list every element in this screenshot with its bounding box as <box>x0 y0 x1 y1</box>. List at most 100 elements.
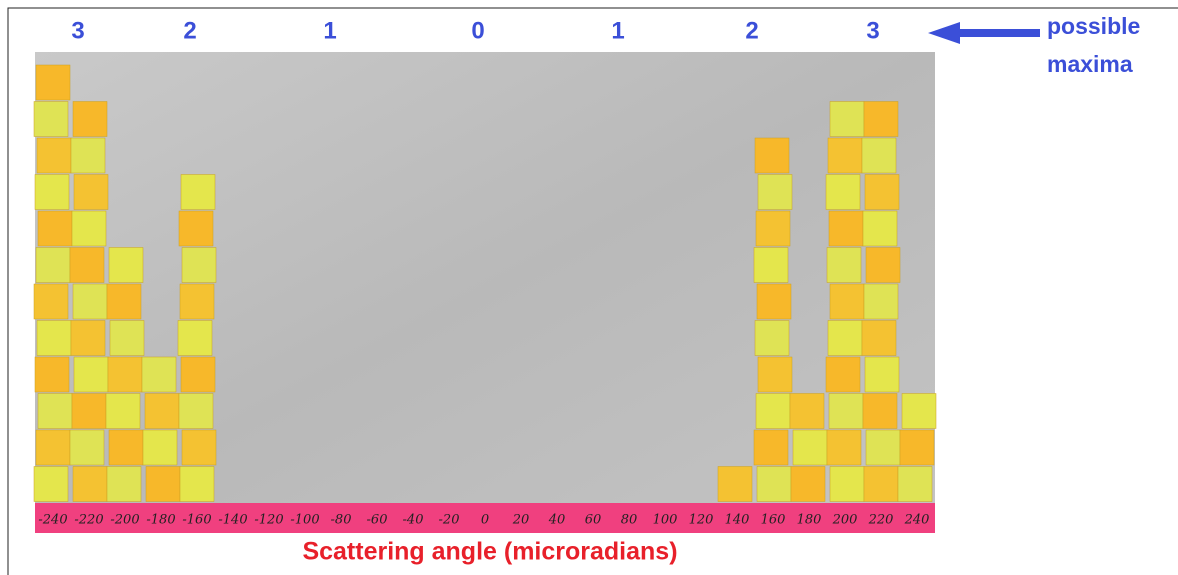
sticky-note <box>110 321 144 356</box>
sticky-note <box>898 467 932 502</box>
maxima-label: 2 <box>183 17 196 44</box>
sticky-note <box>38 394 72 429</box>
angle-label: 180 <box>797 513 822 528</box>
angle-label: -40 <box>403 513 424 528</box>
angle-label: 160 <box>761 513 786 528</box>
sticky-note <box>71 321 105 356</box>
angle-label: -200 <box>110 513 139 528</box>
sticky-note <box>73 467 107 502</box>
sticky-note <box>179 211 213 246</box>
arrow-head <box>928 22 960 44</box>
sticky-note <box>182 430 216 465</box>
sticky-note <box>827 430 861 465</box>
angle-label: -80 <box>331 513 352 528</box>
maxima-label: 2 <box>745 17 758 44</box>
angle-label: 40 <box>548 513 566 528</box>
sticky-note <box>34 284 68 319</box>
sticky-note <box>829 211 863 246</box>
sticky-note <box>74 357 108 392</box>
sticky-note <box>36 248 70 283</box>
sticky-note <box>146 467 180 502</box>
sticky-note <box>791 467 825 502</box>
sticky-note <box>902 394 936 429</box>
angle-label: 140 <box>725 513 750 528</box>
sticky-note <box>74 175 108 210</box>
angle-label: -180 <box>146 513 175 528</box>
angle-label: 60 <box>585 513 602 528</box>
caption: Scattering angle (microradians) <box>302 538 677 566</box>
angle-label: 200 <box>832 513 858 528</box>
angle-label: 220 <box>868 513 894 528</box>
sticky-note <box>863 394 897 429</box>
angle-label: -60 <box>367 513 388 528</box>
sticky-note <box>73 284 107 319</box>
sticky-note <box>35 175 69 210</box>
sticky-note <box>106 394 140 429</box>
angle-label: 100 <box>653 513 678 528</box>
sticky-note <box>70 430 104 465</box>
sticky-note <box>107 467 141 502</box>
maxima-label: 1 <box>611 17 624 44</box>
sticky-note <box>180 467 214 502</box>
sticky-note <box>178 321 212 356</box>
sticky-note <box>758 357 792 392</box>
sticky-note <box>109 248 143 283</box>
sticky-note <box>70 248 104 283</box>
annotation-line: possible <box>1047 13 1140 39</box>
maxima-label: 0 <box>471 17 484 44</box>
sticky-note <box>826 357 860 392</box>
angle-label: -160 <box>182 513 211 528</box>
sticky-note <box>864 284 898 319</box>
sticky-note <box>756 211 790 246</box>
sticky-note <box>755 321 789 356</box>
sticky-note <box>827 248 861 283</box>
angle-label: -120 <box>254 513 283 528</box>
sticky-note <box>900 430 934 465</box>
sticky-note <box>829 394 863 429</box>
sticky-note <box>181 357 215 392</box>
sticky-note <box>754 248 788 283</box>
sticky-note <box>34 467 68 502</box>
sticky-note <box>38 211 72 246</box>
sticky-note <box>108 357 142 392</box>
sticky-note <box>793 430 827 465</box>
sticky-note <box>180 284 214 319</box>
sticky-note <box>34 102 68 137</box>
scene: 3210123-240-220-200-180-160-140-120-100-… <box>0 0 1178 575</box>
sticky-note <box>830 284 864 319</box>
sticky-note <box>864 102 898 137</box>
maxima-label: 3 <box>71 17 84 44</box>
sticky-note <box>756 394 790 429</box>
angle-label: -20 <box>439 513 460 528</box>
sticky-note <box>755 138 789 173</box>
sticky-note <box>865 175 899 210</box>
sticky-note <box>828 138 862 173</box>
sticky-note <box>179 394 213 429</box>
sticky-note <box>72 211 106 246</box>
sticky-note <box>37 321 71 356</box>
sticky-note <box>718 467 752 502</box>
sticky-note <box>36 430 70 465</box>
sticky-note <box>182 248 216 283</box>
sticky-note <box>866 248 900 283</box>
sticky-note <box>864 467 898 502</box>
angle-label: 20 <box>512 513 530 528</box>
angle-label: 80 <box>621 513 638 528</box>
sticky-note <box>757 284 791 319</box>
sticky-note <box>37 138 71 173</box>
sticky-note <box>830 467 864 502</box>
sticky-note <box>71 138 105 173</box>
sticky-note <box>790 394 824 429</box>
sticky-note <box>73 102 107 137</box>
sticky-note <box>109 430 143 465</box>
sticky-note <box>866 430 900 465</box>
sticky-note <box>143 430 177 465</box>
sticky-note <box>826 175 860 210</box>
sticky-note <box>107 284 141 319</box>
sticky-note <box>862 138 896 173</box>
sticky-note <box>863 211 897 246</box>
angle-label: 0 <box>481 513 489 528</box>
sticky-note <box>72 394 106 429</box>
sticky-note <box>181 175 215 210</box>
angle-label: -100 <box>290 513 319 528</box>
